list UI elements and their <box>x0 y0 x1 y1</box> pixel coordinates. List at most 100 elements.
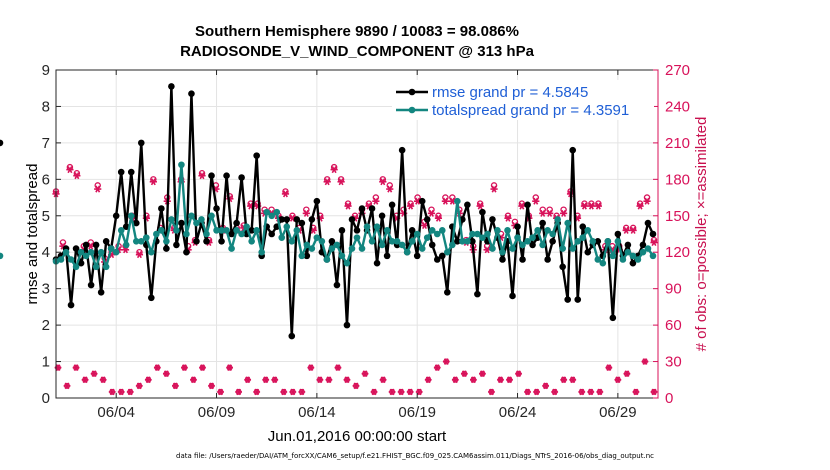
totalspread-point <box>178 161 185 169</box>
rmse-point <box>629 259 637 267</box>
y-tick-label: 5 <box>42 208 50 225</box>
totalspread-point <box>639 248 647 256</box>
totalspread-point <box>574 237 582 245</box>
obs-low-assimilated-marker <box>289 388 297 396</box>
obs-assimilated-marker <box>149 178 157 186</box>
rmse-point <box>444 289 451 296</box>
obs-low-assimilated-marker <box>153 364 161 371</box>
obs-low-assimilated-marker <box>226 364 233 371</box>
rmse-point <box>308 216 316 223</box>
totalspread-point <box>263 208 271 216</box>
totalspread-point <box>208 212 215 220</box>
totalspread-point <box>589 237 597 245</box>
rmse-point <box>464 201 471 209</box>
obs-low-assimilated-marker <box>190 376 197 384</box>
totalspread-point <box>213 227 220 234</box>
obs-low-assimilated-marker <box>497 376 504 384</box>
rmse-point <box>584 248 592 256</box>
totalspread-point <box>444 248 451 256</box>
y-right-tick-label: 30 <box>665 354 682 371</box>
rmse-point <box>77 259 85 267</box>
rmse-point <box>378 212 386 220</box>
rmse-point <box>499 256 506 263</box>
obs-low-assimilated-marker <box>262 376 270 384</box>
totalspread-point <box>454 197 461 205</box>
rmse-point <box>559 263 566 271</box>
rmse-point <box>398 146 406 154</box>
y-right-tick-label: 120 <box>665 244 690 261</box>
rmse-point <box>474 290 481 298</box>
obs-assimilated-marker <box>198 172 206 180</box>
obs-assimilated-marker <box>580 202 589 210</box>
rmse-point <box>438 252 446 260</box>
rmse-point <box>268 230 276 238</box>
totalspread-point <box>569 245 577 252</box>
rmse-point <box>569 146 577 154</box>
totalspread-point <box>233 227 240 234</box>
x-tick-label: 06/24 <box>499 404 537 421</box>
obs-low-assimilated-marker <box>108 388 116 396</box>
totalspread-point <box>464 237 471 245</box>
rmse-point <box>594 237 602 245</box>
y-right-tick-label: 240 <box>665 98 690 115</box>
totalspread-point <box>539 241 546 249</box>
obs-low-assimilated-marker <box>424 376 432 384</box>
rmse-point <box>117 168 125 176</box>
totalspread-point <box>273 208 281 216</box>
rmse-point <box>313 197 321 205</box>
obs-low-assimilated-marker <box>614 376 622 384</box>
y-tick-label: 7 <box>42 135 50 152</box>
rmse-point <box>333 281 341 289</box>
rmse-point <box>213 205 220 212</box>
obs-low-assimilated-marker <box>298 388 306 396</box>
x-axis-label: Jun.01,2016 00:00:00 start <box>268 428 447 445</box>
obs-assimilated-marker <box>594 202 602 210</box>
rmse-point <box>137 139 145 147</box>
x-tick-label: 06/29 <box>599 404 637 421</box>
obs-low-assimilated-marker <box>244 376 252 384</box>
totalspread-point <box>564 219 571 227</box>
rmse-point <box>158 205 165 212</box>
totalspread-point <box>438 227 446 234</box>
y-right-tick-label: 90 <box>665 281 682 298</box>
obs-assimilated-marker <box>636 202 644 210</box>
rmse-point <box>223 172 230 179</box>
totalspread-point <box>57 256 65 263</box>
rmse-point <box>433 256 441 263</box>
rmse-point <box>489 216 496 223</box>
rmse-point <box>87 281 95 289</box>
obs-assimilated-marker <box>135 251 144 259</box>
obs-assimilated-marker <box>434 214 443 222</box>
obs-assimilated-marker <box>407 202 415 210</box>
rmse-point <box>509 292 516 300</box>
obs-low-assimilated-marker <box>605 364 613 371</box>
rmse-point <box>218 237 225 245</box>
obs-low-assimilated-marker <box>370 388 378 396</box>
totalspread-point <box>258 248 265 256</box>
y-tick-label: 3 <box>42 281 50 298</box>
obs-assimilated-marker <box>66 166 74 174</box>
legend-marker <box>408 106 416 114</box>
y-right-tick-label: 60 <box>665 317 682 334</box>
legend-marker <box>408 88 416 96</box>
rmse-point <box>413 252 421 260</box>
totalspread-point <box>358 245 366 252</box>
obs-low-assimilated-marker <box>90 370 98 378</box>
totalspread-point <box>524 237 531 245</box>
totalspread-point <box>474 230 481 238</box>
totalspread-point <box>143 234 150 241</box>
rmse-point <box>519 256 526 263</box>
obs-low-assimilated-marker <box>361 370 369 378</box>
y-right-tick-label: 0 <box>665 390 673 407</box>
obs-assimilated-marker <box>330 166 338 174</box>
totalspread-point <box>333 241 341 249</box>
obs-assimilated-marker <box>629 226 637 234</box>
rmse-point <box>368 205 376 212</box>
obs-assimilated-marker <box>323 178 331 186</box>
totalspread-point <box>514 234 521 241</box>
legend-box <box>392 80 654 120</box>
totalspread-point <box>218 227 225 234</box>
obs-count-markers <box>52 163 658 396</box>
totalspread-point <box>449 241 456 249</box>
